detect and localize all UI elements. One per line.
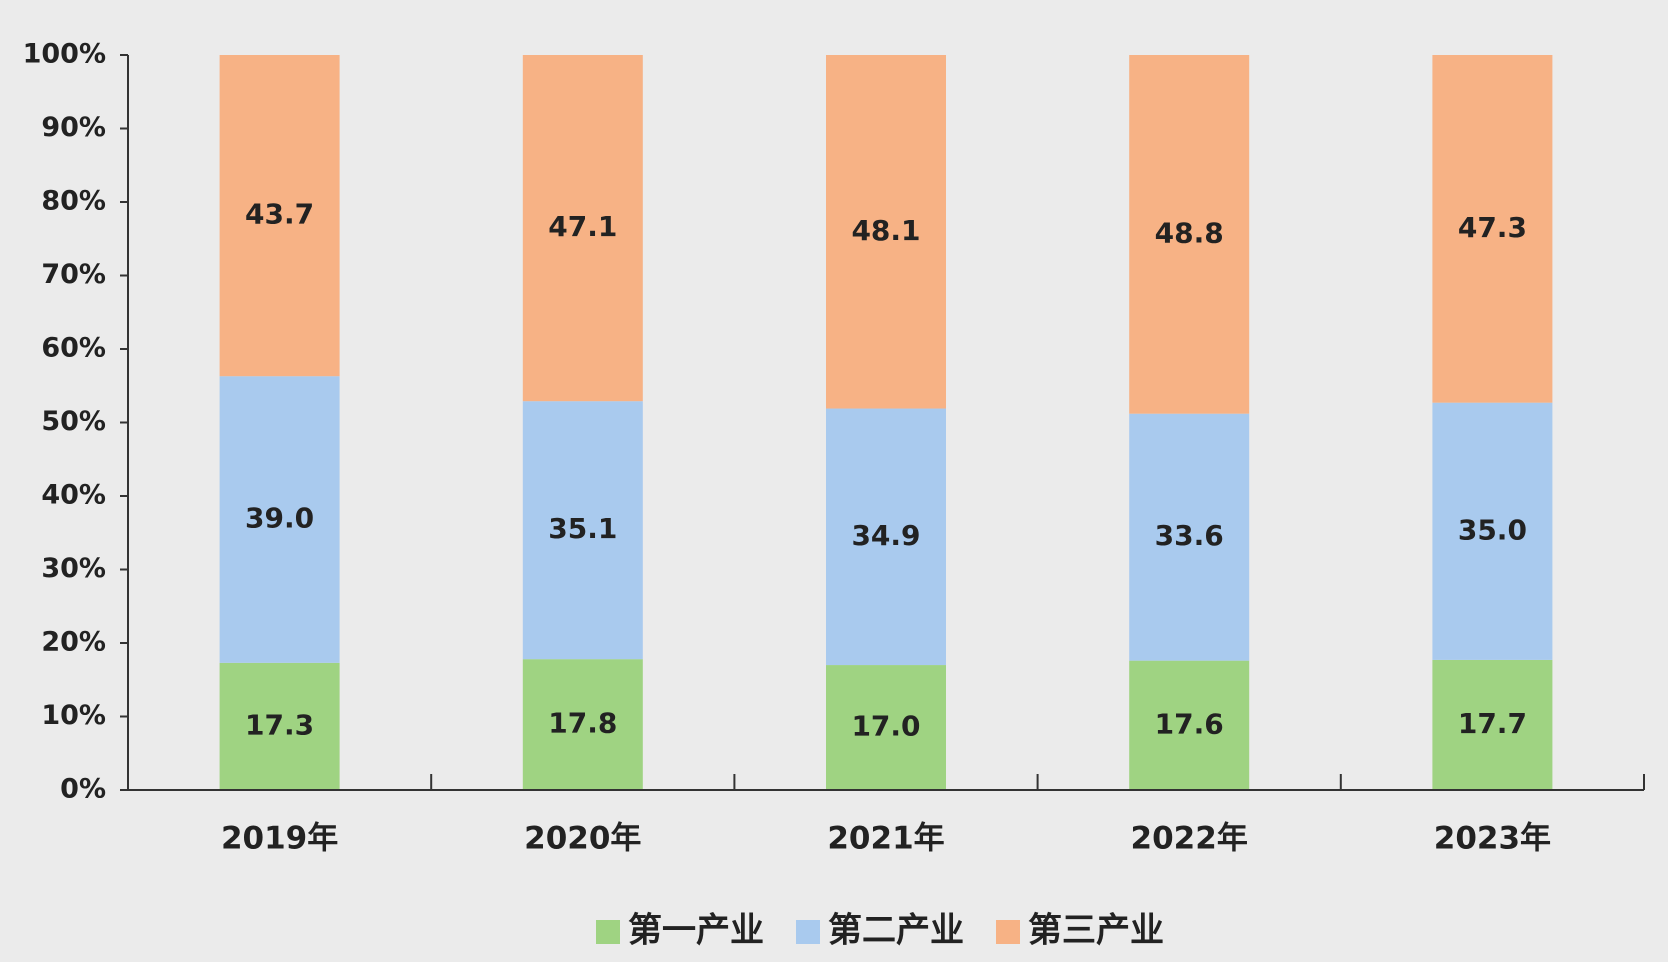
bar-segment	[522, 55, 643, 402]
bar-segment	[522, 401, 643, 660]
data-label: 17.8	[548, 707, 617, 740]
data-label: 34.9	[851, 519, 920, 552]
data-label: 17.3	[245, 708, 314, 741]
data-label: 17.7	[1458, 707, 1527, 740]
y-tick-label: 30%	[41, 553, 106, 584]
legend-label: 第一产业	[628, 911, 764, 951]
data-label: 17.6	[1155, 707, 1224, 740]
bar-segment	[1432, 55, 1553, 403]
y-tick-label: 40%	[41, 480, 106, 511]
bar-segment	[826, 55, 946, 409]
y-tick-label: 100%	[23, 39, 106, 70]
bar-segment	[1129, 413, 1250, 661]
legend-swatch	[996, 920, 1020, 944]
x-tick-label: 2023年	[1434, 821, 1551, 857]
bar-segment	[219, 376, 340, 663]
bar-segment	[826, 665, 946, 790]
y-tick-label: 10%	[41, 700, 106, 731]
data-label: 35.1	[548, 512, 617, 545]
bar-segment	[826, 408, 946, 666]
bar-segment	[219, 55, 340, 377]
y-tick-label: 50%	[41, 406, 106, 437]
data-label: 39.0	[245, 502, 314, 535]
data-label: 47.3	[1458, 211, 1527, 244]
legend-label: 第二产业	[828, 911, 964, 951]
data-label: 35.0	[1458, 513, 1527, 546]
data-label: 17.0	[851, 710, 920, 743]
bar-segment	[219, 662, 340, 790]
bar-segment	[1432, 402, 1553, 660]
y-tick-label: 90%	[41, 112, 106, 143]
data-label: 48.8	[1155, 216, 1224, 249]
x-tick-label: 2021年	[827, 821, 944, 857]
legend-swatch	[596, 920, 620, 944]
y-tick-label: 0%	[60, 774, 106, 805]
legend-swatch	[796, 920, 820, 944]
y-tick-label: 60%	[41, 333, 106, 364]
bar-segment	[1432, 659, 1553, 790]
bar-segment	[522, 659, 643, 790]
data-label: 47.1	[548, 210, 617, 243]
x-tick-label: 2020年	[524, 821, 641, 857]
data-label: 48.1	[851, 214, 920, 247]
y-tick-label: 80%	[41, 186, 106, 217]
bar-segment	[1129, 660, 1250, 790]
x-tick-label: 2022年	[1131, 821, 1248, 857]
data-label: 33.6	[1155, 519, 1224, 552]
x-tick-label: 2019年	[221, 821, 338, 857]
y-tick-label: 70%	[41, 259, 106, 290]
legend-label: 第三产业	[1028, 911, 1164, 951]
bar-segment	[1129, 55, 1250, 414]
y-tick-label: 20%	[41, 627, 106, 658]
data-label: 43.7	[245, 198, 314, 231]
